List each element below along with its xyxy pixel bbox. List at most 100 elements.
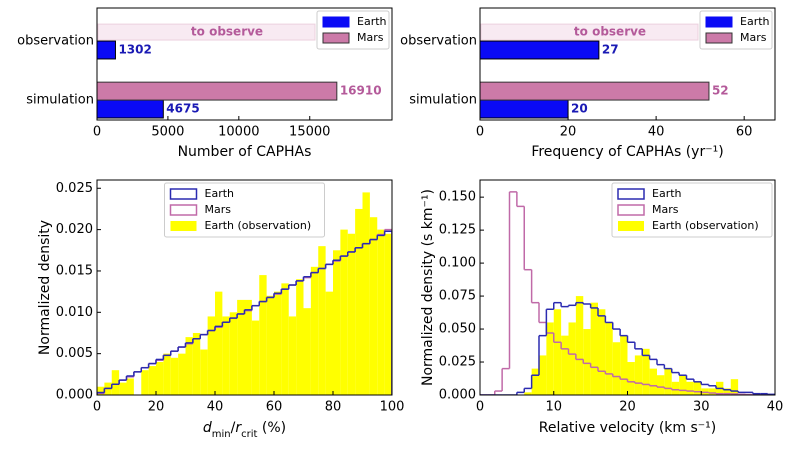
y-axis-label: Normalized density (37, 220, 53, 355)
histogram-bar (340, 229, 348, 395)
placeholder-label: to observe (191, 25, 263, 39)
histogram-bar (671, 381, 680, 395)
value-label: 52 (712, 84, 729, 98)
histogram-bar (244, 299, 252, 395)
x-axis-label: Number of CAPHAs (178, 144, 312, 160)
x-tick-label: 10 (545, 400, 562, 415)
legend-label: Mars (740, 31, 767, 44)
histogram-panel: 0.000 0.005 0.010 0.015 0.020 0.025 0 20 40 60 80 1… (37, 179, 404, 440)
y-tick-label: 0.150 (439, 190, 476, 205)
legend: Earth Mars Earth (observation) (164, 182, 325, 238)
histogram-bar (259, 275, 267, 395)
bar (96, 81, 338, 101)
x-tick-label: 40 (648, 125, 665, 140)
placeholder-bar (97, 23, 316, 41)
histogram-bar (642, 348, 650, 395)
legend: Earth Mars (699, 10, 773, 50)
y-tick-label: 0.005 (56, 346, 93, 361)
histogram-bar (126, 378, 134, 395)
legend: Earth Mars (316, 10, 390, 50)
category-label: simulation (26, 93, 94, 108)
y-tick-label: 0.100 (439, 256, 476, 271)
histogram-bar (686, 381, 694, 395)
histogram-bar (568, 322, 576, 395)
histogram-bar (546, 322, 554, 395)
histogram-bar (141, 370, 149, 395)
y-tick-label: 0.015 (56, 263, 93, 278)
y-tick-label: 0.020 (56, 222, 93, 237)
histogram-bar (539, 355, 547, 395)
x-tick-label: 30 (693, 400, 710, 415)
x-axis-label-part: crit (241, 429, 257, 440)
x-tick-label: 10000 (218, 125, 259, 140)
legend-swatch (617, 204, 645, 216)
histogram-bar (664, 368, 672, 395)
placeholder-bar (480, 23, 699, 41)
histogram-bar (274, 291, 282, 395)
legend-swatch (618, 221, 644, 231)
histogram-bar (111, 370, 120, 395)
histogram-bar (97, 386, 105, 395)
histogram-bar (598, 309, 606, 395)
histogram-bar (310, 266, 319, 395)
x-tick-label: 60 (266, 400, 283, 415)
histogram-bar (723, 388, 731, 395)
histogram-bar (318, 246, 326, 395)
histogram-bar (296, 279, 304, 395)
axes-frame (479, 7, 776, 121)
axes-frame (96, 7, 393, 121)
value-label: 1302 (118, 43, 151, 57)
histogram-bar (634, 355, 643, 395)
x-axis-label: dmin/rcrit (%) (203, 420, 286, 440)
histogram-bar (119, 382, 127, 395)
legend-label: Mars (652, 203, 679, 216)
category-label: observation (400, 34, 477, 49)
bar-panel: Earth Mars observation 27 to observe simulati… (400, 7, 776, 160)
category-label: simulation (409, 93, 477, 108)
histogram-bar (590, 302, 598, 395)
x-tick-label: 5000 (151, 125, 184, 140)
x-axis-label: Relative velocity (km s⁻¹) (539, 420, 717, 436)
histogram-bar (605, 322, 613, 395)
bar (96, 99, 164, 119)
legend-label: Earth (740, 15, 770, 28)
x-axis-label: Frequency of CAPHAs (yr⁻¹) (531, 144, 723, 160)
x-tick-label: 80 (325, 400, 342, 415)
histogram-bar (325, 291, 333, 395)
x-tick-label: 60 (736, 125, 753, 140)
histogram-panel: 0.000 0.025 0.050 0.075 0.100 0.125 0.150 0 10 20… (420, 179, 783, 436)
category-label: observation (17, 34, 94, 49)
histogram-bar (185, 337, 193, 395)
legend-frame (164, 182, 325, 238)
legend-label: Earth (205, 187, 235, 200)
x-tick-label: 20 (560, 125, 577, 140)
histogram-bar (163, 353, 171, 395)
histogram-bar (251, 320, 260, 395)
histogram-bar (657, 375, 665, 395)
histogram-bar (693, 381, 702, 395)
histogram-bar (229, 312, 238, 395)
x-tick-label: 0 (93, 125, 101, 140)
histogram-bar (347, 233, 356, 395)
histogram-bar (531, 368, 539, 395)
axes-frame (96, 179, 393, 396)
histogram-bar (583, 329, 591, 395)
legend-swatch (170, 221, 197, 231)
plot-area (97, 192, 392, 395)
histogram-bar (612, 342, 621, 395)
histogram-bar (222, 316, 230, 395)
histogram-bar (281, 283, 289, 395)
histogram-bar (333, 250, 341, 395)
histogram-bar (266, 295, 274, 395)
legend-swatch (705, 16, 733, 28)
x-axis-label-part: d (203, 420, 212, 436)
histogram-bar (575, 296, 584, 395)
bar-panel: Earth Mars observation 1302 to observe simula… (17, 7, 393, 160)
histogram-bar (649, 368, 657, 395)
legend-swatch (322, 16, 350, 28)
histogram-bar (730, 379, 739, 395)
histogram-bar (215, 291, 223, 395)
legend: Earth Mars Earth (observation) (611, 182, 773, 238)
legend-label: Earth (357, 15, 387, 28)
